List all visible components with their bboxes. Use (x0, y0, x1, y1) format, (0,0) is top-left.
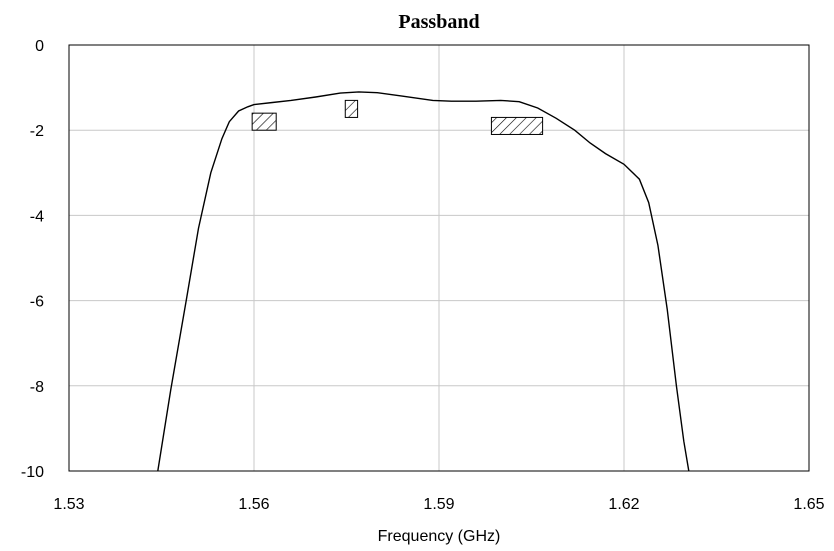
plot-frame (68, 44, 810, 472)
y-tick-label: -2 (30, 123, 44, 140)
y-tick-label: 0 (35, 38, 44, 55)
passband-response-line (157, 91, 690, 472)
x-tick-label: 1.56 (238, 496, 269, 513)
x-axis-label: Frequency (GHz) (378, 528, 501, 545)
spec-mask-region (344, 99, 359, 118)
grid-lines (69, 45, 809, 471)
x-tick-label: 1.59 (423, 496, 454, 513)
spec-mask-region (490, 116, 544, 135)
x-tick-label: 1.62 (608, 496, 639, 513)
x-tick-label: 1.53 (53, 496, 84, 513)
spec-mask-region (251, 112, 277, 131)
y-tick-label: -10 (21, 464, 44, 481)
y-tick-label: -6 (30, 294, 44, 311)
series-lines (157, 91, 690, 472)
y-tick-label: -8 (30, 379, 44, 396)
x-tick-labels: 1.53 1.56 1.59 1.62 1.65 (53, 496, 824, 513)
y-tick-labels: 0 -2 -4 -6 -8 -10 (21, 38, 44, 481)
spec-mask-regions (251, 99, 544, 135)
chart-title: Passband (398, 11, 479, 33)
x-tick-label: 1.65 (793, 496, 824, 513)
y-tick-label: -4 (30, 208, 44, 225)
